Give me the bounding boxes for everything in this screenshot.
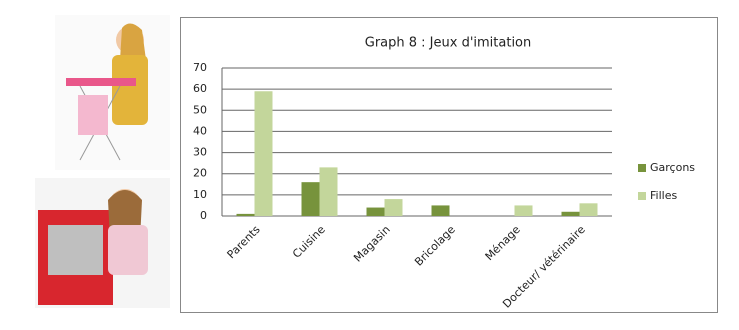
bar: [319, 167, 338, 216]
chart-title: Graph 8 : Jeux d'imitation: [365, 36, 532, 51]
bar: [579, 203, 598, 216]
legend-swatch: [638, 164, 646, 172]
bar: [431, 205, 450, 216]
y-tick-label: 40: [193, 124, 207, 137]
photo-ironing-girl: [55, 15, 170, 170]
y-tick-label: 30: [193, 146, 207, 159]
bar: [514, 205, 533, 216]
bar: [384, 199, 403, 216]
y-tick-label: 0: [200, 209, 207, 222]
bar: [236, 213, 255, 216]
y-tick-label: 50: [193, 103, 207, 116]
y-tick-label: 70: [193, 61, 207, 74]
legend-swatch: [638, 192, 646, 200]
y-tick-label: 60: [193, 82, 207, 95]
y-tick-label: 10: [193, 188, 207, 201]
bar: [254, 91, 273, 216]
bar: [366, 207, 385, 216]
bar: [301, 182, 320, 216]
y-tick-label: 20: [193, 167, 207, 180]
bar: [561, 211, 580, 216]
photo-kitchen-girl: [35, 178, 170, 308]
legend-label: Filles: [650, 189, 677, 202]
legend-label: Garçons: [650, 161, 695, 174]
